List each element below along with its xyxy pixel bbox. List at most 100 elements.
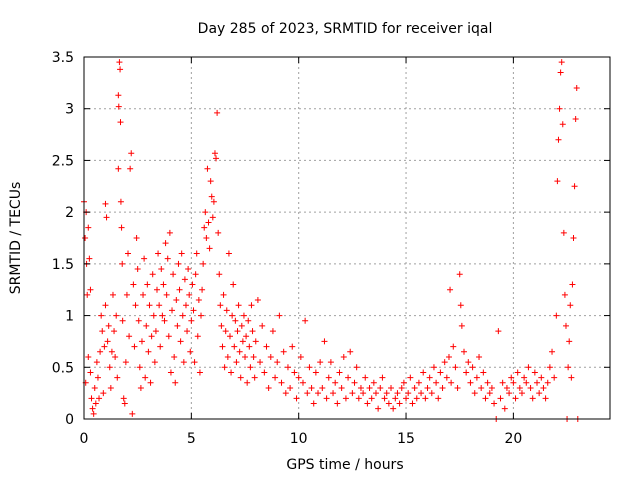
data-point	[516, 384, 523, 391]
data-point	[85, 224, 92, 231]
data-point	[437, 369, 444, 376]
data-point	[252, 338, 259, 345]
data-point	[247, 364, 254, 371]
data-point	[93, 359, 100, 366]
y-tick-label: 1.5	[52, 257, 74, 273]
data-point	[482, 395, 489, 402]
data-point	[109, 291, 116, 298]
y-tick-label: 2	[65, 205, 74, 221]
data-point	[111, 328, 118, 335]
data-point	[556, 105, 563, 112]
data-point	[222, 328, 229, 335]
data-point	[573, 85, 580, 92]
data-point	[430, 364, 437, 371]
data-point	[355, 395, 362, 402]
data-point	[351, 379, 358, 386]
data-point	[385, 400, 392, 407]
data-point	[291, 369, 298, 376]
data-point	[103, 214, 110, 221]
data-point	[106, 364, 113, 371]
data-point	[415, 379, 422, 386]
data-point	[102, 200, 109, 207]
data-point	[200, 260, 207, 267]
data-point	[265, 384, 272, 391]
data-point	[471, 390, 478, 397]
data-point	[426, 374, 433, 381]
data-point	[221, 364, 228, 371]
data-point	[263, 343, 270, 350]
data-point	[82, 235, 89, 241]
data-point	[467, 379, 474, 386]
data-point	[407, 374, 414, 381]
data-point	[143, 322, 150, 329]
y-tick-label: 3	[65, 102, 74, 118]
data-point	[381, 395, 388, 402]
data-point	[86, 255, 93, 262]
data-point	[349, 390, 356, 397]
data-point	[246, 343, 253, 350]
y-tick-label: 2.5	[52, 153, 74, 169]
data-point	[129, 410, 136, 417]
data-point	[377, 384, 384, 391]
data-point	[117, 66, 124, 73]
data-point	[297, 353, 304, 360]
data-point	[501, 405, 508, 412]
data-point	[325, 374, 332, 381]
data-point	[558, 59, 565, 66]
data-point	[362, 374, 369, 381]
data-point	[100, 390, 107, 397]
plot-frame	[83, 56, 611, 420]
x-tick-label: 20	[504, 431, 522, 447]
data-point	[238, 322, 245, 329]
data-point	[188, 317, 195, 324]
data-point	[134, 266, 141, 273]
data-point	[116, 59, 123, 66]
data-point	[465, 359, 472, 366]
data-point	[392, 395, 399, 402]
data-point	[131, 343, 138, 350]
data-point	[243, 333, 250, 340]
data-point	[89, 405, 96, 412]
data-point	[138, 338, 145, 345]
data-point	[422, 395, 429, 402]
data-point	[486, 390, 493, 397]
data-point	[231, 343, 238, 350]
data-point	[497, 395, 504, 402]
data-point	[105, 322, 112, 329]
data-point	[96, 395, 103, 402]
data-point	[216, 271, 223, 278]
data-point	[259, 322, 266, 329]
data-point	[424, 384, 431, 391]
data-point	[232, 317, 239, 324]
data-point	[180, 359, 187, 366]
data-point	[452, 364, 459, 371]
data-point	[170, 271, 177, 278]
data-point	[147, 379, 154, 386]
data-point	[108, 348, 115, 355]
data-point	[161, 317, 168, 324]
data-point	[409, 400, 416, 407]
data-point	[357, 384, 364, 391]
data-point	[151, 359, 158, 366]
data-point	[84, 291, 91, 298]
data-point	[323, 395, 330, 402]
data-point	[226, 333, 233, 340]
data-point	[117, 119, 124, 126]
data-point	[115, 165, 122, 172]
data-point	[214, 109, 221, 116]
data-point	[97, 348, 104, 355]
data-point	[242, 353, 249, 360]
data-point	[280, 348, 287, 355]
data-point	[213, 155, 220, 162]
data-point	[211, 150, 218, 157]
data-point	[115, 103, 122, 110]
data-point	[310, 400, 317, 407]
data-point	[302, 317, 309, 324]
data-point	[546, 364, 553, 371]
data-point	[176, 286, 183, 293]
data-point	[274, 359, 281, 366]
data-point	[257, 359, 264, 366]
data-point	[488, 384, 495, 391]
data-point	[194, 333, 201, 340]
data-point	[92, 400, 99, 407]
